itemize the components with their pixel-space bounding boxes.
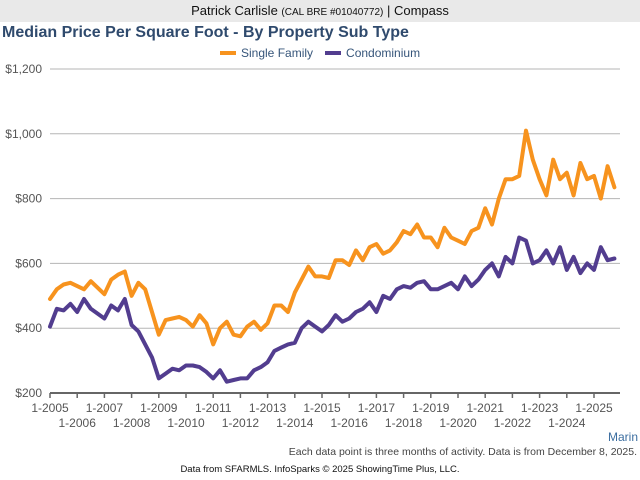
x-tick-label: 1-2021	[467, 401, 505, 415]
x-tick-label: 1-2024	[548, 416, 586, 430]
y-tick-label: $400	[15, 321, 42, 335]
x-tick-label: 1-2006	[59, 416, 97, 430]
footnote: Each data point is three months of activ…	[288, 446, 637, 458]
x-tick-label: 1-2025	[575, 401, 613, 415]
x-tick-label: 1-2019	[412, 401, 450, 415]
x-tick-label: 1-2010	[167, 416, 205, 430]
chart-title: Median Price Per Square Foot - By Proper…	[2, 24, 409, 41]
legend-label-single-family: Single Family	[241, 46, 314, 60]
region-label[interactable]: Marin	[607, 430, 638, 444]
agent-name: Patrick Carlisle	[191, 3, 278, 18]
x-tick-label: 1-2020	[439, 416, 477, 430]
legend-label-condominium: Condominium	[346, 46, 421, 60]
series-line-condominium	[48, 235, 617, 384]
chart-legend: Single Family Condominium	[220, 46, 432, 60]
y-tick-label: $200	[15, 386, 42, 400]
x-tick-label: 1-2013	[249, 401, 287, 415]
legend-swatch-condominium	[325, 51, 342, 55]
x-axis: 1-2005 1-2007 1-2009 1-2011 1-2013 1-2015 1-20…	[31, 392, 620, 430]
x-tick-label: 1-2017	[358, 401, 396, 415]
x-tick-label: 1-2023	[521, 401, 559, 415]
y-tick-label: $1,000	[5, 127, 42, 141]
brokerage-name: Compass	[393, 3, 449, 18]
x-tick-label: 1-2009	[140, 401, 178, 415]
x-tick-label: 1-2016	[331, 416, 369, 430]
legend-item-single-family[interactable]: Single Family	[220, 46, 313, 60]
x-tick-label: 1-2018	[385, 416, 423, 430]
x-tick-label: 1-2008	[113, 416, 151, 430]
legend-item-condominium[interactable]: Condominium	[325, 46, 420, 60]
legend-swatch-single-family	[220, 51, 236, 55]
header-bar: Patrick Carlisle (CAL BRE #01040772) | C…	[0, 0, 640, 22]
x-tick-label: 1-2015	[303, 401, 341, 415]
x-tick-label: 1-2022	[494, 416, 532, 430]
x-tick-label: 1-2014	[276, 416, 314, 430]
y-axis: $200 $400 $600 $800 $1,000 $1,200	[5, 62, 42, 400]
x-tick-label: 1-2011	[195, 401, 232, 415]
x-tick-label: 1-2005	[31, 401, 69, 415]
x-tick-label: 1-2007	[86, 401, 124, 415]
license-number: (CAL BRE #01040772)	[281, 7, 384, 18]
series-lines	[48, 128, 617, 384]
data-source: Data from SFARMLS. InfoSparks © 2025 Sho…	[180, 464, 460, 475]
x-tick-label: 1-2012	[222, 416, 260, 430]
line-chart: $200$400$600$800$1,000$1,200 1-2005 1-200…	[5, 62, 620, 430]
header-separator: |	[383, 3, 394, 18]
y-tick-label: $600	[15, 256, 42, 270]
y-tick-label: $1,200	[5, 62, 42, 76]
series-line-single-family	[48, 128, 617, 347]
y-tick-label: $800	[15, 192, 42, 206]
